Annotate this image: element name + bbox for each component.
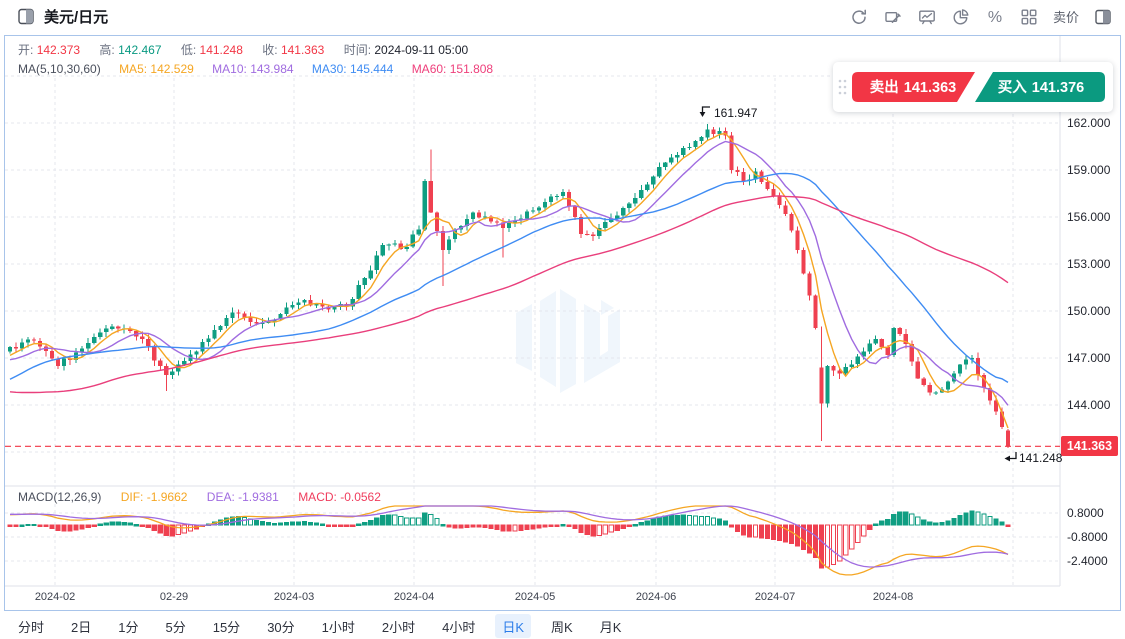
tab-分时[interactable]: 分时 — [18, 619, 45, 635]
ma30-value: 145.444 — [349, 62, 394, 76]
low-price-text: 141.248 — [1019, 451, 1063, 465]
low-label: 低: — [180, 43, 197, 57]
refresh-icon[interactable] — [849, 7, 869, 27]
sell-price-label[interactable]: 卖价 — [1052, 10, 1079, 25]
tab-15分[interactable]: 15分 — [212, 619, 241, 635]
ma-lines — [9, 132, 1009, 429]
header-bar: 美元/日元 % 卖价 — [0, 0, 1125, 33]
ma10-line — [9, 140, 1009, 406]
price-axis-label: 156.000 — [1067, 210, 1111, 224]
dif-value: -1.9662 — [146, 490, 188, 504]
macd-label: MACD: — [298, 490, 337, 504]
tab-5分[interactable]: 5分 — [165, 619, 186, 635]
peak-arrow-icon — [699, 106, 710, 117]
tab-30分[interactable]: 30分 — [267, 619, 295, 635]
dea-line — [10, 505, 1009, 568]
ma10-label: MA10: — [212, 62, 247, 76]
instrument-title: 美元/日元 — [18, 6, 108, 27]
dea-value: -1.9381 — [238, 490, 279, 504]
date-axis-label: 2024-02 — [34, 591, 76, 603]
current-price-badge: 141.363 — [1061, 436, 1118, 456]
panel-toggle-icon[interactable] — [1093, 7, 1113, 27]
toolbar: % 卖价 — [849, 0, 1113, 33]
sell-button-text[interactable]: 卖出 141.363 — [870, 78, 956, 96]
macd-axis-label: 0.8000 — [1067, 506, 1104, 520]
macd-axis-label: -2.4000 — [1067, 554, 1108, 568]
ma5-line — [9, 132, 1009, 429]
high-label: 高: — [99, 43, 115, 57]
ma30-label: MA30: — [311, 62, 347, 76]
macd-histogram — [7, 510, 1011, 569]
ohlc-info-row: 开: 142.373 高: 142.467 低: 141.248 收: 141.… — [18, 41, 484, 58]
ma-group-label: MA(5,10,30,60) — [18, 62, 101, 76]
page-title: 美元/日元 — [44, 9, 109, 26]
close-value: 141.363 — [280, 43, 325, 57]
date-axis-label: 2024-04 — [393, 591, 435, 603]
open-value: 142.373 — [36, 43, 81, 57]
open-label: 开: — [18, 43, 34, 57]
ma10-value: 143.984 — [250, 62, 294, 76]
dea-label: DEA: — [206, 490, 235, 504]
ma5-value: 142.529 — [150, 62, 194, 76]
price-axis-label: 162.000 — [1067, 116, 1111, 130]
ma60-value: 151.808 — [449, 62, 494, 76]
percent-icon[interactable]: % — [985, 7, 1005, 27]
date-axis-label: 2024-05 — [514, 591, 556, 603]
watermark-logo — [516, 289, 620, 393]
time-label: 时间: — [343, 43, 372, 57]
date-axis-label: 02-29 — [159, 591, 189, 603]
date-axis-label: 2024-06 — [635, 591, 677, 603]
tab-2小时[interactable]: 2小时 — [381, 619, 416, 635]
trade-panel: 卖出 141.363 买入 141.376 — [833, 62, 1113, 112]
buy-button-text[interactable]: 买入 141.376 — [998, 79, 1084, 96]
pie-chart-icon[interactable] — [951, 7, 971, 27]
ma5-label: MA5: — [119, 62, 148, 76]
macd-axis-label: -0.8000 — [1067, 530, 1108, 544]
low-price-annotation: 141.248 — [1019, 451, 1062, 465]
price-axis-label: 150.000 — [1067, 304, 1111, 318]
drag-handle-icon[interactable] — [838, 79, 847, 95]
ma60-line — [9, 195, 1009, 394]
price-axis-label: 147.000 — [1067, 351, 1111, 365]
date-axis-label: 2024-03 — [273, 591, 315, 603]
grid-layout-icon[interactable] — [1019, 7, 1039, 27]
macd-value: -0.0562 — [340, 490, 381, 504]
tab-1小时[interactable]: 1小时 — [321, 619, 355, 635]
tab-周K[interactable]: 周K — [551, 619, 573, 635]
chart-board-icon[interactable] — [917, 7, 937, 27]
peak-price-annotation: 161.947 — [714, 106, 757, 120]
high-value: 142.467 — [118, 43, 162, 57]
panel-separators — [5, 36, 1061, 587]
ma60-label: MA60: — [411, 62, 447, 76]
low-arrow-icon — [1004, 452, 1017, 462]
timeframe-tabbar: 分时 2日 1分 5分 15分 30分 1小时 2小时 4小时 日K 周K 月K — [0, 613, 1125, 639]
draw-icon[interactable] — [883, 7, 903, 27]
gridlines — [5, 75, 1060, 585]
macd-info-row: MACD(12,26,9) DIF: -1.9662 DEA: -1.9381 … — [18, 490, 397, 504]
buy-button[interactable] — [975, 72, 1105, 102]
price-axis-label: 144.000 — [1067, 398, 1111, 412]
tab-月K[interactable]: 月K — [599, 619, 622, 635]
low-value: 141.248 — [199, 43, 243, 57]
macd-group-label: MACD(12,26,9) — [18, 490, 102, 504]
close-label: 收: — [262, 43, 278, 57]
ma-info-row: MA(5,10,30,60) MA5: 142.529 MA10: 143.98… — [18, 62, 508, 76]
peak-price-text: 161.947 — [714, 106, 758, 120]
instrument-icon — [18, 8, 34, 25]
price-axis-label: 159.000 — [1067, 163, 1111, 177]
ma30-line — [9, 172, 1009, 384]
time-value: 2024-09-11 05:00 — [374, 43, 469, 57]
date-axis-label: 2024-08 — [872, 591, 914, 603]
dif-line — [9, 505, 1009, 576]
tab-4小时[interactable]: 4小时 — [442, 619, 476, 635]
svg-text:%: % — [988, 9, 1002, 26]
sell-button[interactable] — [852, 72, 975, 102]
dif-label: DIF: — [120, 490, 144, 504]
date-axis-label: 2024-07 — [754, 591, 796, 603]
tab-2日[interactable]: 2日 — [71, 619, 92, 635]
tab-日K[interactable]: 日K — [495, 614, 532, 638]
tab-1分[interactable]: 1分 — [118, 619, 139, 635]
price-axis-label: 153.000 — [1067, 257, 1111, 271]
